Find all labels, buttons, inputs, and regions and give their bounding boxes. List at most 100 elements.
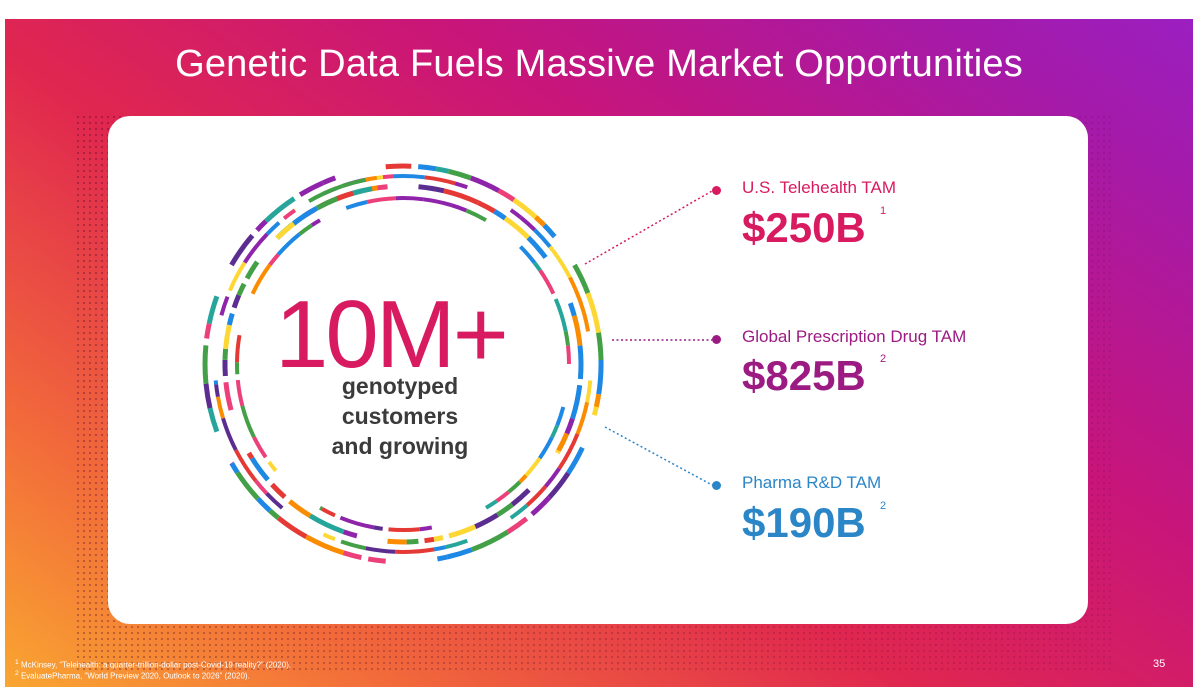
dna-ring-segment — [392, 174, 425, 180]
dna-ring-segment — [591, 406, 599, 416]
dna-ring-segment — [341, 177, 366, 188]
dna-ring-segment — [596, 359, 604, 395]
dna-ring-segment — [538, 269, 556, 295]
dna-ring-segment — [307, 191, 325, 203]
dna-ring-segment — [433, 545, 446, 552]
dna-ring-segment — [469, 175, 501, 193]
content-card — [108, 116, 1088, 624]
dna-ring-segment — [340, 539, 367, 551]
dna-ring-segment — [448, 168, 472, 181]
headline-sub-3: and growing — [331, 433, 469, 459]
dna-ring-segment — [567, 302, 577, 317]
dna-ring-segment — [322, 532, 336, 542]
dna-ring-segment — [577, 345, 584, 380]
dna-ring-segment — [387, 538, 407, 545]
dna-ring-segment — [223, 324, 232, 350]
dna-ring-segment — [474, 512, 499, 529]
footnote-mark: 2 — [15, 670, 19, 677]
dna-ring-segment — [322, 184, 343, 196]
dna-ring-segment — [531, 457, 542, 469]
market-label-pharma: Pharma R&D TAM — [742, 473, 882, 492]
dna-ring-segment — [229, 462, 240, 474]
dna-ring-segment — [465, 208, 488, 222]
dna-ring-segment — [568, 276, 578, 291]
dna-ring-segment — [250, 263, 272, 295]
dna-ring-segment — [234, 449, 258, 483]
dna-ring-segment — [470, 529, 510, 553]
dna-ring-segment — [419, 525, 433, 532]
dna-ring-segment — [424, 175, 456, 186]
footnote-text: McKinsey, “Telehealth: a quarter-trillio… — [20, 660, 292, 670]
dna-ring-segment — [304, 534, 345, 556]
connector-telehealth — [584, 190, 713, 265]
dna-ring-segment — [555, 449, 561, 455]
dna-ring-segment — [542, 223, 556, 238]
dna-ring-segment — [435, 166, 450, 174]
dna-ring-segment — [493, 209, 507, 221]
dna-ring-segment — [249, 456, 270, 482]
footnote-text: EvaluatePharma, “World Preview 2020, Out… — [20, 671, 250, 681]
dna-ring-segment — [519, 215, 537, 232]
dna-ring-segment — [526, 235, 548, 260]
connector-pharma — [604, 426, 713, 486]
dna-ring-segment — [222, 348, 229, 360]
dna-ring-segment — [581, 312, 591, 332]
dna-ring-segment — [308, 513, 345, 535]
dna-ring-segment — [219, 295, 230, 316]
dna-ring-segment — [240, 405, 256, 438]
dna-ring-segment — [547, 471, 571, 499]
dna-ring-segment — [406, 538, 419, 545]
dna-ring-segment — [235, 334, 242, 363]
dna-ring-segment — [373, 525, 383, 531]
dna-ring-segment — [566, 446, 585, 475]
dna-ring-segment — [298, 223, 314, 236]
dna-ring-segment — [572, 263, 591, 295]
dna-ring-segment — [534, 215, 547, 228]
dna-ring-segment — [484, 499, 498, 510]
dna-ring-segment — [203, 383, 213, 409]
dna-ring-segment — [555, 406, 566, 427]
page-number: 35 — [1153, 658, 1166, 670]
dna-ring-segment — [265, 492, 284, 510]
dna-ring-segment — [524, 465, 535, 477]
dna-ring-segment — [265, 221, 281, 236]
dna-ring-segment — [310, 218, 322, 227]
dna-ring-segment — [276, 232, 301, 256]
dna-ring-segment — [223, 381, 234, 411]
dna-ring-segment — [236, 282, 247, 297]
dna-ring-segment — [553, 298, 568, 332]
dna-ring-segment — [315, 196, 339, 211]
dna-ring-segment — [556, 432, 570, 452]
dna-ring-segment — [382, 174, 394, 180]
dna-ring-segment — [509, 208, 522, 219]
dna-ring-segment — [497, 188, 516, 202]
dna-ring-segment — [268, 253, 280, 267]
dna-ring-segment — [551, 234, 557, 239]
dna-ring-segment — [563, 330, 570, 346]
dna-ring-segment — [503, 216, 531, 240]
dna-ring-graphic — [202, 163, 713, 564]
dna-ring-segment — [207, 407, 220, 433]
market-value-drug: $825B — [742, 352, 866, 399]
dna-ring-segment — [229, 233, 255, 267]
dna-ring-segment — [566, 345, 572, 365]
dna-ring-segment — [365, 175, 378, 182]
dna-ring-segment — [446, 547, 473, 560]
headline-sub-2: customers — [341, 403, 459, 429]
dna-ring-segment — [518, 474, 528, 484]
dna-ring-segment — [444, 538, 468, 550]
dna-ring-segment — [533, 261, 542, 272]
dna-ring-segment — [593, 393, 602, 408]
dna-ring-segment — [564, 417, 575, 435]
dna-ring-segment — [557, 433, 580, 470]
bullet-dot — [712, 481, 721, 490]
dna-ring-segment — [530, 495, 552, 517]
page-title: Genetic Data Fuels Massive Market Opport… — [175, 43, 1023, 85]
dna-ring-segment — [496, 502, 514, 518]
dna-ring-segment — [298, 180, 324, 197]
dna-ring-segment — [252, 436, 268, 459]
dna-ring-segment — [525, 485, 548, 507]
market-value-telehealth: $250B — [742, 204, 866, 251]
dna-ring-segment — [543, 467, 561, 488]
dna-ring-segment — [512, 197, 538, 219]
